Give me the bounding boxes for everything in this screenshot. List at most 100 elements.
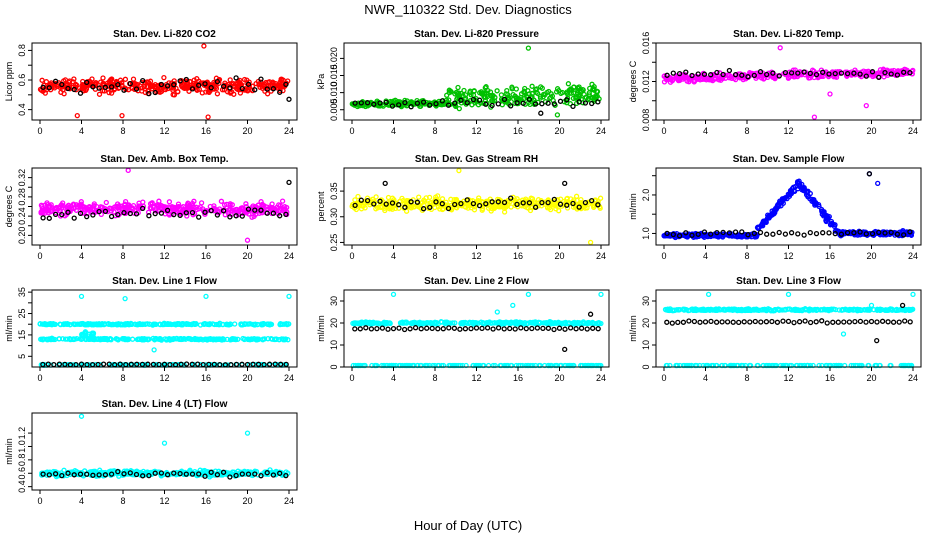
reference-point — [795, 231, 801, 237]
reference-point — [483, 101, 489, 107]
data-point — [458, 100, 465, 106]
data-point — [811, 68, 817, 74]
reference-point — [888, 71, 894, 77]
reference-point — [96, 85, 102, 91]
outlier-point — [119, 112, 125, 119]
data-point — [453, 197, 459, 203]
data-point — [557, 196, 564, 202]
x-tick-label: 12 — [159, 126, 169, 136]
x-tick-label: 24 — [284, 373, 294, 383]
reference-point — [532, 204, 539, 210]
reference-point — [882, 230, 888, 236]
data-point — [99, 205, 105, 211]
data-point — [167, 204, 173, 211]
reference-point — [680, 319, 687, 325]
data-point — [529, 91, 535, 97]
y-tick-label: 20 — [329, 318, 339, 328]
data-point — [379, 203, 385, 210]
reference-point — [65, 209, 71, 215]
x-tick-label: 16 — [201, 251, 211, 261]
reference-point — [901, 232, 907, 238]
reference-point — [851, 70, 857, 76]
reference-point — [701, 71, 708, 77]
reference-point — [512, 326, 518, 332]
data-point — [171, 92, 178, 98]
reference-point — [84, 213, 90, 220]
data-point — [39, 205, 45, 212]
x-tick-label: 12 — [471, 373, 481, 383]
data-point — [269, 201, 275, 207]
x-tick-label: 24 — [908, 126, 918, 136]
panel-title: Stan. Dev. Line 4 (LT) Flow — [102, 399, 228, 410]
reference-point — [807, 229, 813, 236]
data-point — [236, 87, 243, 93]
reference-point — [838, 231, 845, 237]
reference-point — [820, 230, 826, 236]
data-point — [231, 91, 237, 97]
y-tick-label: 0.6 — [17, 74, 27, 87]
y-axis-label: kPa — [316, 74, 326, 90]
reference-point — [264, 86, 270, 92]
data-point — [881, 71, 887, 77]
data-point — [80, 82, 86, 88]
reference-point — [363, 325, 369, 331]
reference-point — [894, 231, 901, 237]
data-point — [84, 211, 90, 217]
reference-point — [508, 103, 514, 109]
reference-point — [396, 325, 402, 331]
data-point — [173, 205, 180, 211]
x-tick-label: 20 — [866, 373, 876, 383]
x-tick-label: 8 — [744, 126, 749, 136]
data-point — [567, 87, 573, 93]
y-tick-label: 0.6 — [17, 467, 27, 480]
x-tick-label: 20 — [242, 126, 252, 136]
data-point — [529, 196, 536, 202]
data-point — [191, 198, 197, 204]
points — [37, 43, 292, 120]
reference-point — [844, 230, 851, 236]
data-point — [787, 191, 793, 198]
reference-point — [751, 72, 757, 79]
data-point — [419, 199, 426, 205]
points — [662, 291, 916, 369]
points — [350, 291, 604, 369]
data-point — [535, 197, 542, 203]
reference-point — [433, 101, 439, 107]
reference-point — [59, 211, 65, 218]
reference-point — [545, 325, 552, 331]
x-tick-label: 16 — [201, 373, 211, 383]
x-tick-label: 24 — [284, 126, 294, 136]
data-point — [758, 223, 764, 229]
outlier-point — [554, 112, 561, 118]
data-point — [703, 77, 710, 83]
reference-point — [518, 325, 524, 331]
data-point — [498, 96, 505, 102]
reference-point — [507, 325, 513, 332]
reference-point — [446, 325, 452, 331]
x-tick-label: 4 — [703, 373, 708, 383]
reference-point — [714, 229, 720, 236]
panel-title: Stan. Dev. Line 3 Flow — [736, 276, 841, 287]
points — [661, 171, 915, 241]
x-tick-label: 0 — [37, 126, 42, 136]
data-point — [725, 72, 732, 78]
reference-point — [146, 90, 152, 97]
data-point — [571, 84, 577, 90]
reference-outlier-point — [286, 96, 292, 102]
reference-point — [882, 69, 888, 76]
panel-title: Stan. Dev. Gas Stream RH — [415, 154, 538, 165]
data-point — [461, 87, 467, 94]
y-tick-label: 30 — [641, 296, 651, 306]
data-point — [410, 204, 417, 210]
reference-point — [896, 319, 902, 325]
data-point — [64, 81, 70, 87]
data-point — [548, 91, 554, 97]
reference-point — [140, 77, 146, 84]
data-point — [126, 208, 132, 214]
data-point — [521, 89, 527, 95]
data-point — [268, 336, 274, 342]
reference-point — [102, 208, 109, 215]
outlier-point — [286, 293, 292, 300]
y-tick-label: 5 — [17, 354, 27, 359]
reference-point — [520, 200, 526, 206]
